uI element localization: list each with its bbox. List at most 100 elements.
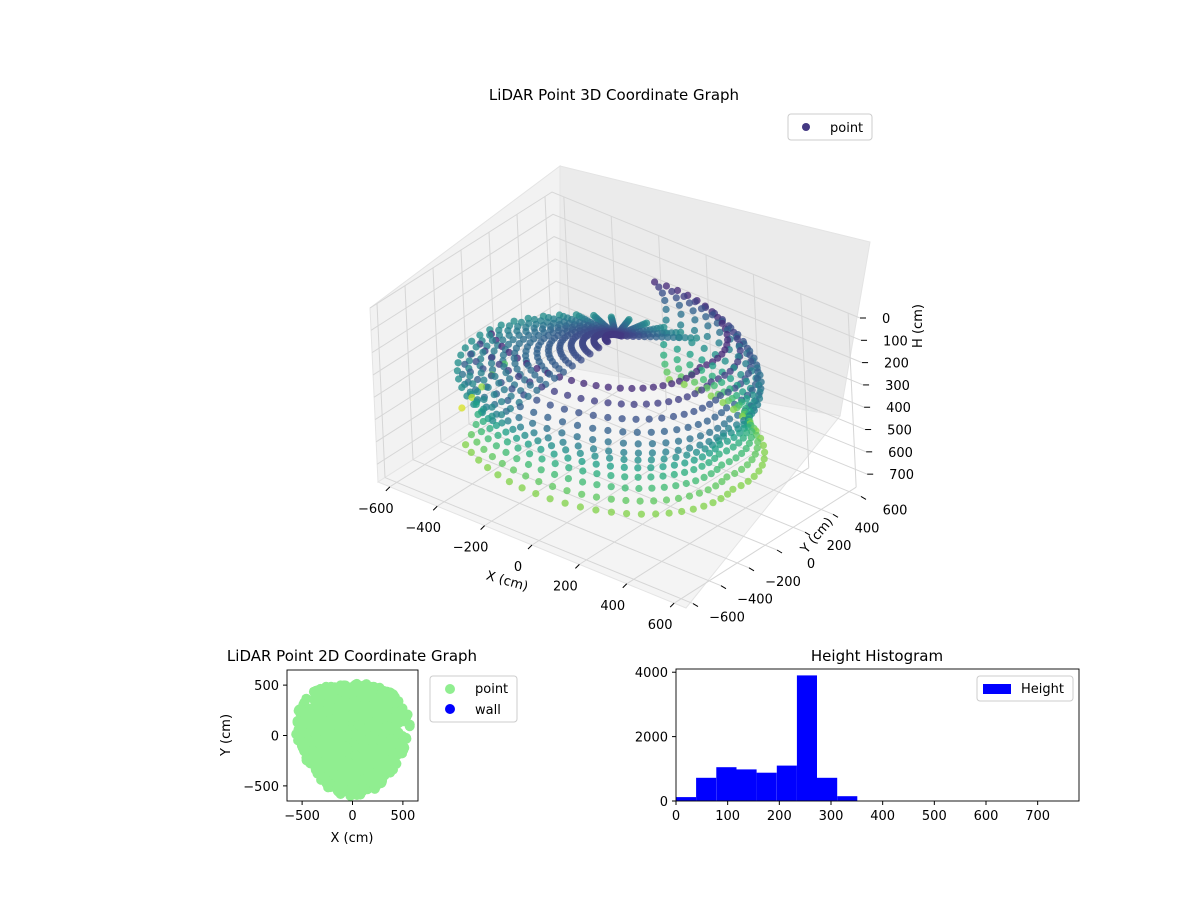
point-3d [637,498,644,505]
point-3d [574,422,581,429]
point-3d [672,482,679,489]
plot-histogram: Height Histogram 0 100 200 300 400 500 600 7000… [635,647,1079,824]
point-2d [311,729,321,739]
point-3d [650,384,657,391]
point-3d [502,369,509,376]
point-2d [309,695,319,705]
point-3d [480,396,487,403]
plot-2d: LiDAR Point 2D Coordinate Graph −500−500… [219,647,517,846]
point-2d [324,706,334,716]
point-3d [545,434,552,441]
point-2d [342,698,352,708]
point-3d [462,441,469,448]
point-2d [329,748,339,758]
x-tick-label-3d: −200 [453,541,489,556]
point-3d [701,345,708,352]
point-3d [704,418,711,425]
point-3d [648,485,655,492]
point-3d [467,351,474,358]
point-3d [595,344,602,351]
point-3d [522,472,529,479]
point-3d [760,442,767,449]
point-3d [606,455,613,462]
point-3d [549,483,556,490]
point-2d [394,749,404,759]
point-3d [536,376,543,383]
point-3d [605,448,612,455]
point-3d [604,338,611,345]
point-3d [551,471,558,478]
point-3d [495,380,502,387]
y-tick-mark-3d [721,586,726,589]
y-tick-label-3d: 600 [883,503,908,518]
point-3d [457,352,464,359]
point-3d [691,390,698,397]
point-3d [529,420,536,427]
point-3d [569,362,576,369]
x-tick-mark-3d [670,603,674,607]
y-tick-mark-3d [777,550,782,553]
point-2d [356,733,366,743]
point-3d [699,453,706,460]
point-3d [705,486,712,493]
point-3d [663,282,670,289]
point-3d [706,450,713,457]
point-3d [631,401,638,408]
point-3d [663,317,670,324]
point-3d [527,382,534,389]
point-3d [681,469,688,476]
point-3d [696,490,703,497]
point-2d [368,732,378,742]
point-3d [593,382,600,389]
point-3d [620,456,627,463]
point-2d [338,783,348,793]
x-tick-label-hist: 600 [974,809,999,824]
point-3d [681,459,688,466]
x-tick-label-hist: 100 [715,809,740,824]
point-3d [718,478,725,485]
point-3d [473,421,480,428]
point-3d [634,429,641,436]
point-3d [607,463,614,470]
point-2d [302,756,312,766]
point-3d [558,429,565,436]
legend-3d-marker-point [802,123,810,131]
point-2d [367,757,377,767]
point-3d [708,470,715,477]
y-tick-label-hist: 0 [660,795,668,810]
point-3d [621,464,628,471]
point-3d [478,369,485,376]
legend-2d-marker-point [445,684,455,694]
point-3d [551,451,558,458]
y-tick-mark-3d [749,568,754,571]
point-2d [373,721,383,731]
point-3d [751,473,758,480]
point-3d [672,454,679,461]
histogram-title: Height Histogram [811,647,943,665]
y-tick-label-3d: 200 [827,539,852,554]
point-3d [562,446,569,453]
point-3d [521,432,528,439]
point-3d [586,350,593,357]
point-3d [675,495,682,502]
histogram-bar [696,778,716,801]
point-3d [690,307,697,314]
point-3d [552,460,559,467]
point-3d [761,455,768,462]
point-3d [688,339,695,346]
point-3d [473,401,480,408]
point-3d [706,401,713,408]
point-3d [473,343,480,350]
legend-hist-swatch [983,684,1011,694]
point-2d [331,738,341,748]
point-3d [686,435,693,442]
point-3d [698,463,705,470]
y-tick-mark-3d [833,514,838,517]
point-2d [385,767,395,777]
point-3d [530,429,537,436]
point-3d [538,466,545,473]
point-3d [577,503,584,510]
point-3d [607,472,614,479]
point-3d [673,426,680,433]
point-2d [382,711,392,721]
